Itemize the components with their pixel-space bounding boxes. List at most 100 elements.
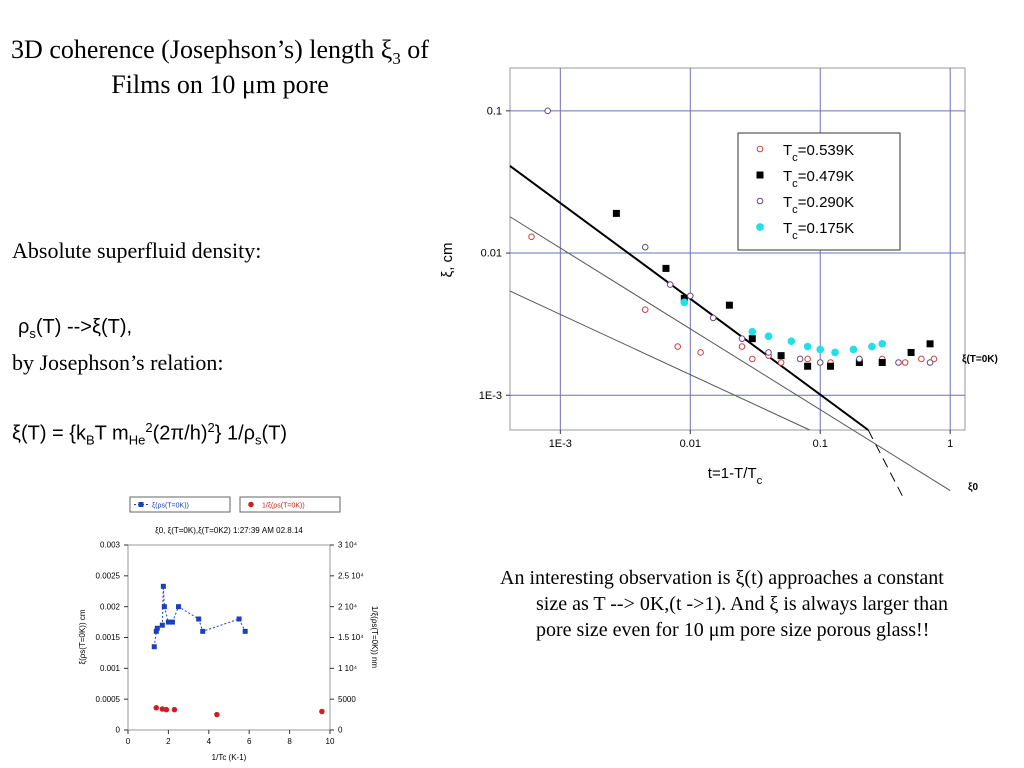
x-axis-label: t=1-T/Tc: [708, 465, 763, 487]
legend-label: Tc=0.290K: [783, 194, 854, 216]
marker: [666, 281, 674, 288]
marker: [816, 345, 825, 354]
marker: [544, 107, 552, 115]
marker: [803, 342, 812, 351]
marker: [738, 335, 746, 342]
x-tick-label: 1E-3: [549, 438, 572, 450]
marker: [756, 171, 764, 179]
marker: [868, 342, 876, 351]
note: An interesting observation is ξ(t) appro…: [500, 567, 948, 641]
x-tick-label: 2: [166, 737, 171, 746]
legend-label: Tc=0.175K: [783, 220, 854, 242]
marker: [816, 359, 824, 366]
fit-line: [509, 216, 951, 491]
legend-box: [129, 496, 231, 513]
y-tick-label: 0.003: [100, 541, 121, 550]
marker: [878, 339, 887, 348]
marker: [804, 355, 811, 363]
marker: [236, 616, 242, 622]
marker: [804, 362, 812, 370]
heading: Absolute superfluid density:: [12, 238, 262, 263]
y2-tick-label: 0: [338, 726, 343, 735]
text: T m: [94, 422, 129, 445]
marker: [756, 223, 764, 231]
marker: [176, 604, 181, 610]
y-axis-label: ξ, cm: [440, 242, 456, 277]
marker: [163, 706, 170, 713]
y-tick-label: 1E-3: [479, 390, 502, 402]
marker: [171, 706, 178, 713]
marker: [849, 345, 858, 354]
annotation: ξ(T=0K): [962, 354, 998, 365]
text-line: by Josephson’s relation:: [12, 350, 224, 375]
marker: [895, 359, 902, 366]
marker: [901, 359, 909, 366]
plot-area: [127, 544, 331, 731]
marker: [159, 706, 166, 712]
y-tick-label: 0.001: [100, 664, 121, 673]
text: (T): [261, 422, 288, 445]
marker: [756, 145, 764, 153]
marker: [748, 335, 756, 343]
formula: ξ(T) = {kBT mHe2(2π/h)2} 1/ρs(T): [12, 420, 287, 448]
marker: [918, 355, 925, 363]
y-tick-label: 0.01: [481, 248, 502, 260]
marker: [787, 337, 796, 346]
x-tick-label: 10: [326, 737, 335, 746]
chart-title: ξ0, ξ(T=0K),ξ(T=0K2) 1:27:39 AM 02.8.14: [155, 526, 303, 535]
y-tick-label: 0.002: [100, 602, 121, 611]
fit-line: [509, 290, 810, 431]
title-text: of Films on 10 μm pore: [111, 35, 429, 100]
marker: [165, 619, 171, 625]
marker: [725, 301, 733, 309]
fit-line: [867, 429, 906, 500]
marker: [777, 352, 785, 360]
marker: [738, 343, 746, 350]
legend-label: Tc=0.539K: [783, 142, 854, 164]
text-sup: 2: [207, 420, 215, 435]
text-sub: B: [85, 432, 95, 448]
marker: [138, 502, 144, 507]
x-tick-label: 0.01: [680, 438, 701, 450]
text: } 1/ρ: [214, 422, 256, 445]
marker: [764, 332, 773, 341]
text-sub: He: [128, 432, 146, 448]
marker: [777, 359, 785, 366]
marker: [765, 349, 772, 356]
marker: [248, 501, 254, 508]
y-tick-label: 0.0015: [96, 633, 121, 642]
marker: [680, 294, 688, 302]
x-tick-label: 0.1: [813, 438, 828, 450]
x-tick-label: 6: [247, 737, 252, 746]
marker: [159, 622, 165, 628]
marker: [709, 314, 717, 322]
marker: [641, 243, 649, 251]
legend-label: ξ(ρs(T=0K)): [152, 503, 189, 510]
marker: [612, 209, 620, 217]
text-sup: 2: [145, 420, 153, 435]
chart: 0 2 4 6 8 1000.00050.0010.00150.0020.00250.00…: [78, 496, 379, 762]
marker: [907, 348, 915, 356]
marker: [200, 628, 206, 634]
marker: [827, 362, 835, 370]
title-sub: 3: [392, 49, 401, 69]
marker: [748, 327, 757, 336]
series: [612, 209, 934, 370]
y2-tick-label: 2.5 10⁴: [338, 572, 364, 581]
marker: [748, 355, 756, 363]
marker: [878, 359, 886, 367]
y2-tick-label: 2 10⁴: [338, 602, 358, 611]
marker: [686, 292, 694, 300]
marker: [756, 197, 764, 205]
x-tick-label: 1: [947, 438, 953, 450]
marker: [242, 628, 248, 634]
marker: [160, 583, 166, 589]
marker: [528, 233, 535, 241]
marker: [674, 343, 681, 350]
series: [151, 583, 248, 650]
legend-box: [239, 496, 341, 513]
marker: [856, 355, 863, 363]
text-sub: s: [29, 326, 36, 341]
marker: [796, 355, 804, 363]
chart: 1E-3 0.01 0.1 1 1E-3 0.01 0.1 Tc=0.539K Tc=0.479…: [440, 67, 998, 500]
